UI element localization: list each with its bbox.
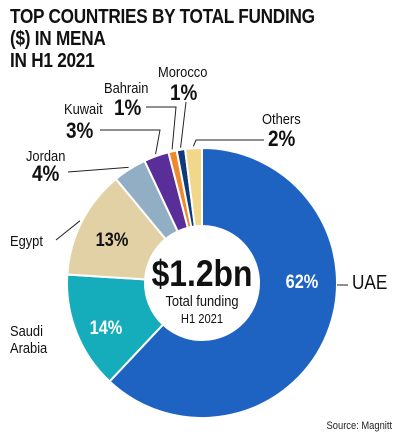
label-saudi-arabia: Saudi	[10, 322, 43, 339]
label-uae: UAE	[352, 271, 387, 294]
center-total-value: $1.2bn	[152, 254, 253, 295]
value-kuwait: 3%	[66, 119, 93, 144]
source-note: Source: Magnitt	[326, 420, 392, 432]
leader-egypt	[55, 220, 81, 241]
leader-jordan	[67, 166, 129, 173]
value-others: 2%	[268, 127, 295, 152]
leader-kuwait	[100, 129, 161, 155]
value-uae: 62%	[286, 271, 319, 292]
label-egypt: Egypt	[10, 232, 43, 249]
value-egypt: 13%	[96, 229, 129, 250]
leader-others	[192, 139, 264, 147]
label-kuwait: Kuwait	[64, 100, 103, 117]
chart-title: TOP COUNTRIES BY TOTAL FUNDING ($) IN ME…	[10, 6, 315, 72]
leader-bahrain	[146, 106, 177, 150]
value-morocco: 1%	[170, 81, 197, 106]
donut-hole	[145, 226, 259, 340]
value-saudi-arabia: 14%	[90, 317, 123, 338]
label-jordan: Jordan	[26, 147, 65, 164]
label-leader-lines	[55, 101, 348, 286]
center-caption-line-1: Total funding	[165, 292, 238, 309]
label-morocco: Morocco	[158, 63, 208, 80]
value-bahrain: 1%	[114, 96, 141, 121]
value-jordan: 4%	[32, 162, 59, 187]
label-saudi-arabia-line-2: Arabia	[10, 339, 47, 356]
center-caption-line-2: H1 2021	[181, 311, 223, 326]
label-bahrain: Bahrain	[104, 79, 148, 96]
leader-morocco	[180, 101, 187, 148]
label-others: Others	[262, 110, 301, 127]
